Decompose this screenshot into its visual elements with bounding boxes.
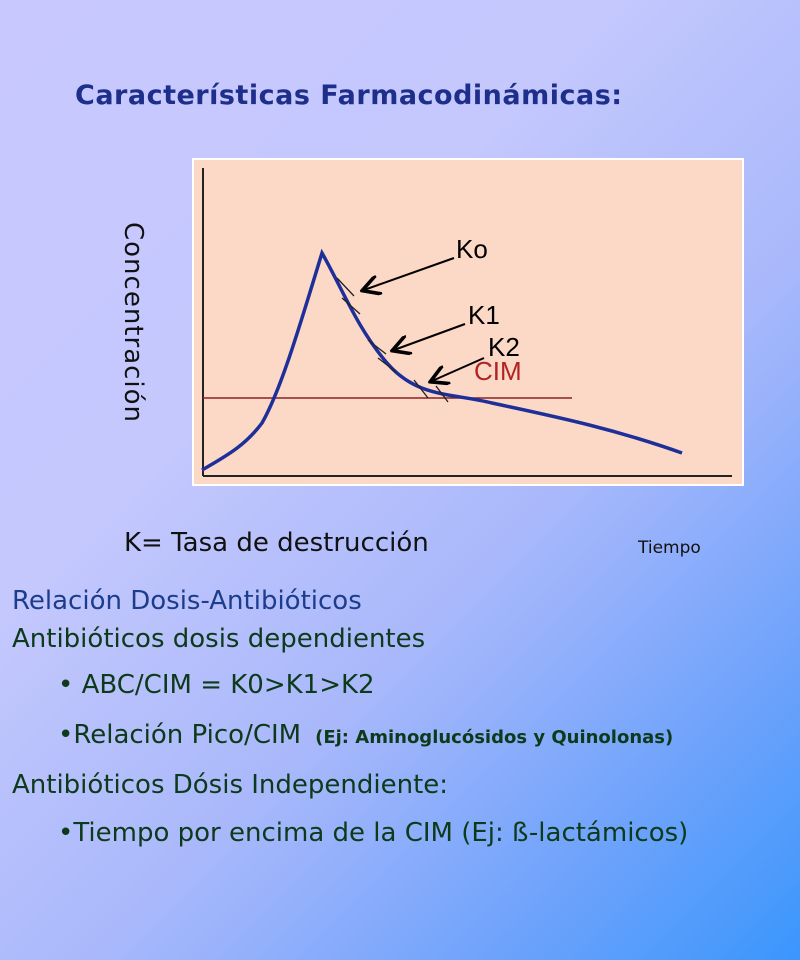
k-definition: K= Tasa de destrucción: [124, 528, 429, 558]
pharmacodynamics-diagram: Ko K1 K2 CIM: [192, 158, 744, 486]
x-axis-label: Tiempo: [638, 538, 701, 558]
k1-label: K1: [468, 300, 500, 330]
k2-arrow: [432, 357, 485, 381]
k2-label: K2: [488, 332, 520, 362]
concentration-curve: [201, 248, 683, 472]
chart-panel: [192, 158, 744, 486]
bullet-peak-cim-note: (Ej: Aminoglucósidos y Quinolonas): [315, 727, 674, 748]
slope-ticks: [336, 277, 449, 403]
bullet-peak-cim: •Relación Pico/CIM (Ej: Aminoglucósidos y…: [58, 720, 673, 750]
cim-label: CIM: [474, 356, 522, 386]
section-heading-dose-dependent: Antibióticos dosis dependientes: [12, 624, 426, 654]
page-title: Características Farmacodinámicas:: [75, 80, 623, 111]
ko-arrow: [364, 257, 455, 290]
section-heading-dose-relation: Relación Dosis-Antibióticos: [12, 586, 362, 616]
bullet-peak-cim-text: •Relación Pico/CIM: [58, 720, 302, 750]
ko-label: Ko: [456, 234, 488, 264]
bullet-time-above-cim: •Tiempo por encima de la CIM (Ej: ß-lact…: [58, 818, 689, 848]
y-axis-label: Concentración: [118, 222, 148, 424]
bullet-abc-cim: • ABC/CIM = K0>K1>K2: [58, 670, 375, 700]
section-heading-dose-independent: Antibióticos Dósis Independiente:: [12, 770, 449, 800]
k1-arrow: [394, 323, 466, 350]
